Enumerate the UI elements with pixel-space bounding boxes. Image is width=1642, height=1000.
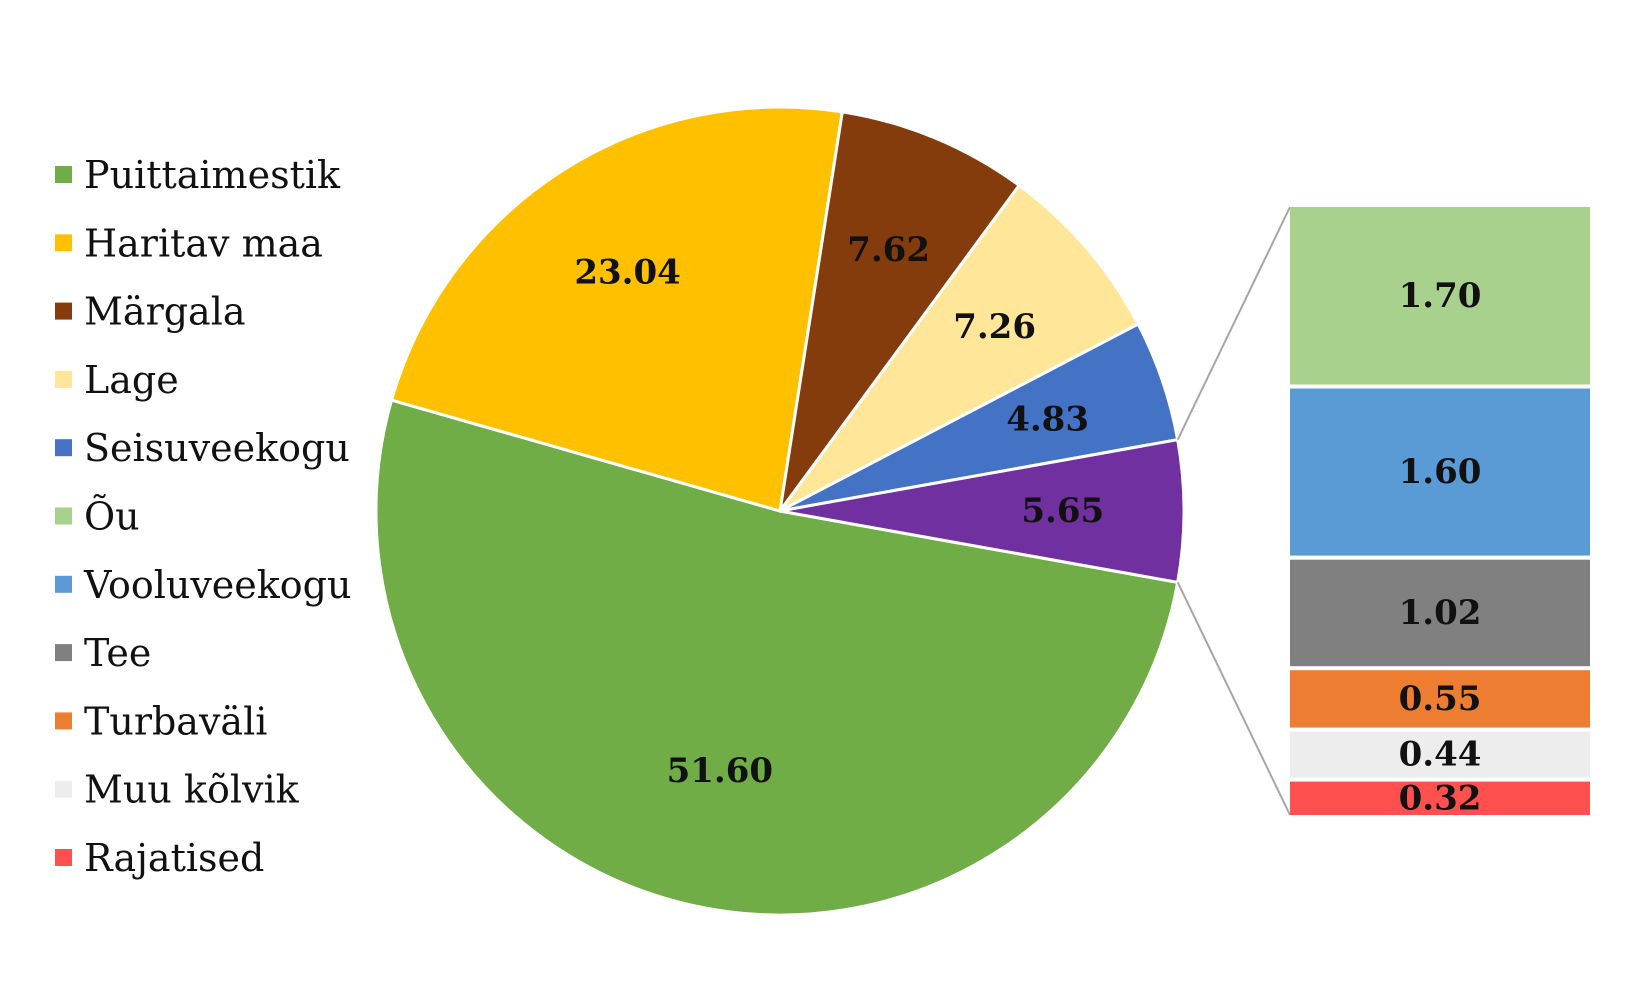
legend-item-tee-swatch: [55, 644, 72, 662]
legend-item-turbavali: Turbaväli: [55, 699, 267, 743]
legend-item-rajatised-label: Rajatised: [84, 836, 264, 880]
legend-item-puittaimestik-label: Puittaimestik: [84, 153, 341, 197]
bar-segment-muu-kolvik: [1290, 731, 1590, 778]
pie-slice-haritav-maa: [389, 105, 845, 513]
connector-line-top: [1176, 206, 1291, 441]
legend-item-muu-kolvik: Muu kõlvik: [55, 768, 300, 812]
legend-item-ou-swatch: [55, 507, 72, 525]
pie-slice-puittaimestik: [374, 398, 1180, 917]
legend-item-vooluveekogu-swatch: [55, 575, 72, 593]
bar-segment-muu-kolvik-label: 0.44: [1399, 735, 1482, 775]
pie-slice-margala-label: 7.62: [847, 230, 930, 270]
legend-item-turbavali-swatch: [55, 712, 72, 730]
bar-segment-turbavali: [1290, 670, 1590, 728]
legend-item-margala-swatch: [55, 302, 72, 320]
legend-item-haritav-maa-swatch: [55, 234, 72, 252]
legend-item-ou: Õu: [55, 495, 140, 539]
legend-item-muu-kolvik-swatch: [55, 780, 72, 798]
pie-slice-puittaimestik-label: 51.60: [667, 751, 773, 791]
bar-segment-ou-label: 1.70: [1399, 276, 1482, 316]
legend-item-vooluveekogu: Vooluveekogu: [55, 563, 351, 607]
bar-segment-rajatised: [1290, 781, 1590, 815]
legend-item-tee: Tee: [55, 631, 151, 675]
pie: 51.60 23.04 7.62 7.26 4.83 5.65: [374, 105, 1186, 917]
bar-segment-rajatised-label: 0.32: [1399, 778, 1482, 818]
legend-item-seisuveekogu: Seisuveekogu: [55, 426, 350, 470]
pie-slice-other-label: 5.65: [1021, 491, 1104, 531]
legend-item-haritav-maa: Haritav maa: [55, 221, 323, 265]
legend-item-vooluveekogu-label: Vooluveekogu: [83, 563, 351, 607]
bar-segment-ou: [1290, 207, 1590, 385]
legend-item-seisuveekogu-swatch: [55, 439, 72, 457]
pie-slice-haritav-maa-label: 23.04: [574, 253, 680, 293]
legend-item-rajatised-swatch: [55, 849, 72, 866]
legend: Puittaimestik Haritav maa Märgala Lage Seisu…: [55, 153, 351, 880]
pie-slice-lage-label: 7.26: [953, 307, 1036, 347]
legend-item-lage-label: Lage: [84, 358, 179, 402]
legend-item-lage-swatch: [55, 370, 72, 388]
legend-item-ou-label: Õu: [84, 495, 140, 539]
legend-item-turbavali-label: Turbaväli: [84, 699, 267, 743]
legend-item-tee-label: Tee: [84, 631, 151, 675]
pie-slice-other: [779, 437, 1186, 585]
legend-item-lage: Lage: [55, 358, 179, 402]
connector-line-bottom: [1176, 581, 1291, 816]
legend-item-haritav-maa-label: Haritav maa: [84, 221, 323, 265]
pie-slice-margala: [778, 110, 1022, 512]
bar-segment-tee-label: 1.02: [1399, 593, 1482, 633]
bar-segment-vooluveekogu: [1290, 388, 1590, 556]
bar-segment-tee: [1290, 559, 1590, 667]
bar-segment-vooluveekogu-label: 1.60: [1399, 452, 1482, 492]
bar-segment-turbavali-label: 0.55: [1399, 679, 1482, 719]
legend-item-seisuveekogu-label: Seisuveekogu: [84, 426, 350, 470]
legend-item-margala-label: Märgala: [84, 290, 246, 334]
legend-item-rajatised: Rajatised: [55, 836, 264, 880]
pie-slice-seisuveekogu-label: 4.83: [1006, 400, 1089, 440]
connector-lines: [1176, 206, 1291, 816]
stacked-bar: 1.70 1.60 1.02 0.55 0.440.32: [1290, 207, 1590, 818]
pie-slice-lage: [778, 183, 1141, 513]
legend-item-puittaimestik: Puittaimestik: [55, 153, 341, 197]
legend-item-muu-kolvik-label: Muu kõlvik: [84, 768, 300, 812]
legend-item-margala: Märgala: [55, 290, 246, 334]
legend-item-puittaimestik-swatch: [55, 166, 72, 183]
